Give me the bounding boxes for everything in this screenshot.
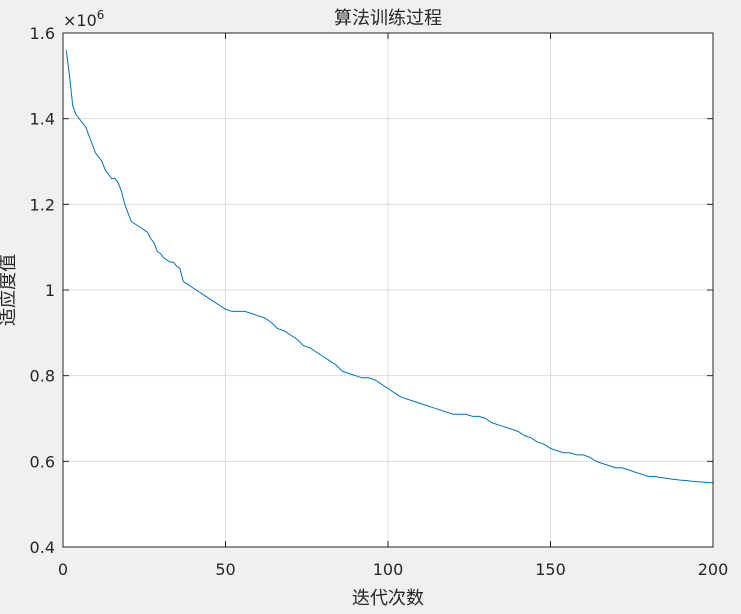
y-multiplier: ×106 bbox=[63, 8, 104, 30]
x-axis-title: 迭代次数 bbox=[352, 588, 424, 609]
y-tick-label: 1.2 bbox=[30, 195, 55, 214]
x-tick-label: 150 bbox=[535, 560, 566, 579]
chart-title: 算法训练过程 bbox=[334, 8, 442, 29]
y-tick-label: 0.4 bbox=[30, 538, 55, 557]
y-multiplier-base: ×10 bbox=[63, 11, 97, 30]
ticks: 0 50 100 150 200 0.4 0.6 0.8 1 1.2 1.4 1.6 bbox=[30, 24, 729, 579]
x-tick-label: 0 bbox=[58, 560, 68, 579]
y-tick-label: 1.6 bbox=[30, 24, 55, 43]
grid bbox=[63, 33, 713, 547]
y-tick-label: 1 bbox=[45, 281, 55, 300]
y-tick-label: 0.6 bbox=[30, 452, 55, 471]
y-tick-label: 0.8 bbox=[30, 367, 55, 386]
x-tick-label: 200 bbox=[698, 560, 729, 579]
series-group bbox=[65, 50, 714, 484]
series-line bbox=[65, 50, 714, 484]
x-tick-label: 50 bbox=[215, 560, 235, 579]
x-tick-label: 100 bbox=[373, 560, 404, 579]
y-multiplier-exp: 6 bbox=[97, 8, 105, 22]
y-tick-label: 1.4 bbox=[30, 110, 55, 129]
y-axis-title: 适应度值 bbox=[0, 254, 19, 326]
